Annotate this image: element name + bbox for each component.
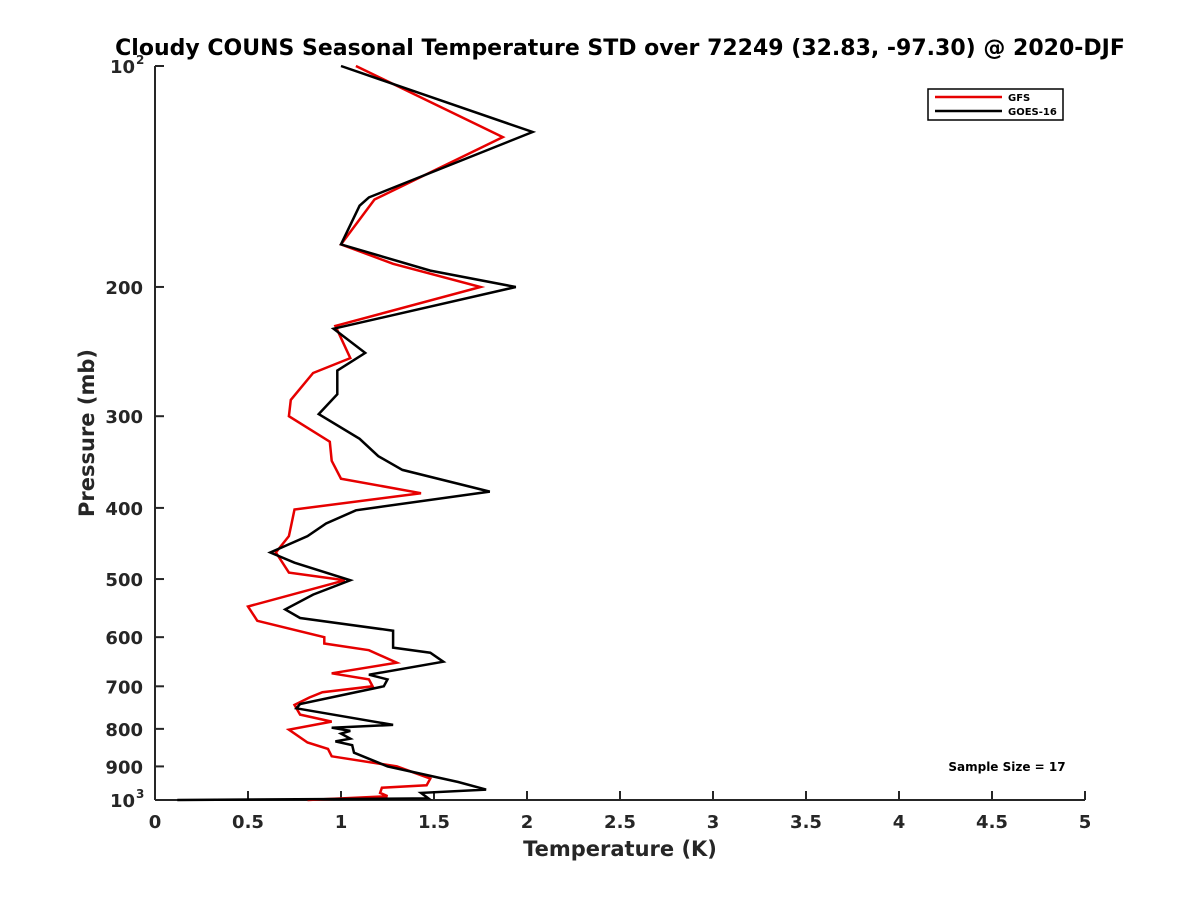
x-tick-label: 4.5 (976, 812, 1008, 833)
legend-box (927, 88, 1064, 121)
y-tick-label: 400 (105, 499, 143, 520)
y-tick-label: 600 (105, 628, 143, 649)
y-tick-label: 900 (105, 757, 143, 778)
y-tick-label-power: 10 (110, 57, 135, 78)
y-tick-exponent: 3 (136, 787, 144, 801)
x-tick-label: 4 (893, 812, 906, 833)
legend-label-goes16: GOES-16 (1008, 107, 1057, 118)
legend-label-gfs: GFS (1008, 93, 1030, 104)
x-tick-label: 0 (149, 812, 162, 833)
y-tick-label-power: 10 (110, 791, 135, 812)
x-tick-label: 2.5 (604, 812, 636, 833)
x-tick-label: 1.5 (418, 812, 450, 833)
x-tick-label: 3 (707, 812, 720, 833)
plot-area: 0 0.5 1 1.5 2 2.5 3 3.5 4 4.5 5 10 2200300400500600… (105, 53, 1091, 833)
x-tick-label: 5 (1079, 812, 1092, 833)
series-lines (177, 64, 537, 802)
x-axis-label: Temperature (K) (523, 837, 717, 861)
x-tick-label: 3.5 (790, 812, 822, 833)
x-ticks: 0 0.5 1 1.5 2 2.5 3 3.5 4 4.5 5 (149, 791, 1092, 833)
chart-title: Cloudy COUNS Seasonal Temperature STD ov… (115, 36, 1125, 61)
y-tick-label: 800 (105, 720, 143, 741)
x-tick-label: 2 (521, 812, 534, 833)
x-tick-label: 1 (335, 812, 348, 833)
y-axis-label: Pressure (mb) (75, 349, 99, 517)
y-tick-exponent: 2 (136, 53, 144, 67)
y-tick-label: 300 (105, 407, 143, 428)
x-tick-label: 0.5 (232, 812, 264, 833)
y-tick-label: 500 (105, 570, 143, 591)
y-tick-label: 200 (105, 278, 143, 299)
series-line-gfs (246, 64, 506, 802)
series-line-goes-16 (177, 64, 537, 802)
legend: GFS GOES-16 (927, 88, 1064, 121)
sample-size-annotation: Sample Size = 17 (948, 760, 1065, 774)
y-tick-label: 700 (105, 677, 143, 698)
